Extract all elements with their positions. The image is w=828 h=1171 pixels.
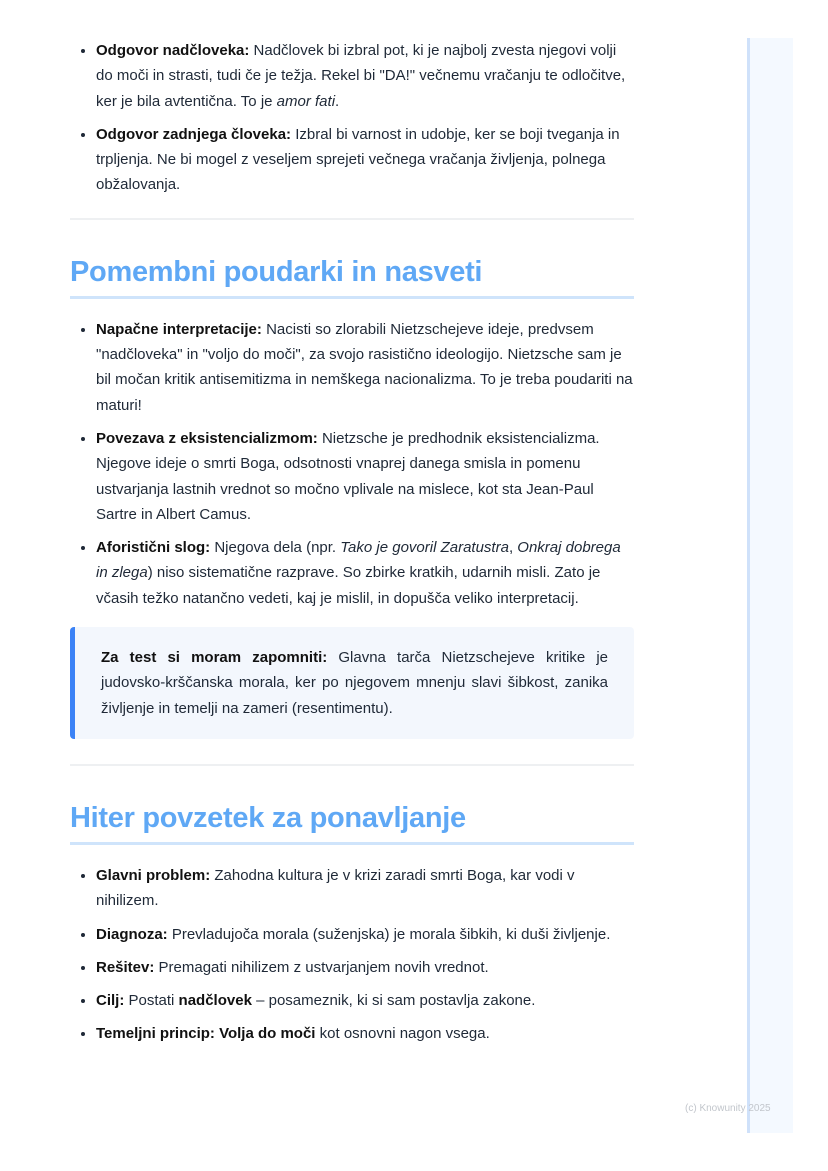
item-text: ) niso sistematične razprave. So zbirke … [96, 564, 601, 607]
item-text: Zahodna kultura je v krizi zaradi smrti … [96, 866, 575, 910]
item-text: Nietzsche je predhodnik eksistencializma… [96, 429, 600, 523]
item-term: Aforistični slog: [96, 539, 211, 557]
item-term: Glavni problem: [96, 866, 211, 884]
list-item: Glavni problem: Zahodna kultura je v kri… [96, 863, 634, 914]
item-term: Odgovor nadčloveka: [96, 42, 250, 59]
item-term: Cilj: [96, 992, 125, 1010]
item-italic: Tako je govoril Zaratustra [340, 539, 509, 557]
divider [70, 763, 634, 766]
intro-list: Odgovor nadčloveka: Nadčlovek bi izbral … [70, 38, 634, 198]
item-text: Nacisti so zlorabili Nietzschejeve ideje… [96, 320, 633, 414]
list-item: Aforistični slog: Njegova dela (npr. Tak… [96, 535, 634, 611]
document-content: Odgovor nadčloveka: Nadčlovek bi izbral … [70, 38, 634, 1055]
copyright-footer: (c) Knowunity 2025 [685, 1103, 771, 1114]
list-item: Rešitev: Premagati nihilizem z ustvarjan… [96, 955, 634, 980]
item-text: , [508, 539, 518, 557]
divider [70, 217, 634, 220]
callout-box: Za test si moram zapomniti: Glavna tarča… [70, 627, 634, 739]
item-text: Prevladujoča morala (suženjska) je moral… [167, 925, 611, 943]
item-italic: Onkraj dobrega in zlega [96, 539, 621, 582]
item-italic: amor fati [276, 92, 336, 110]
tips-list: Napačne interpretacije: Nacisti so zlora… [70, 317, 634, 611]
section-heading: Pomembni poudarki in nasveti [70, 254, 634, 299]
item-text: Izbral bi varnost in udobje, ker se boji… [96, 125, 620, 194]
list-item: Povezava z eksistencializmom: Nietzsche … [96, 426, 634, 527]
item-text: Njegova dela (npr. [210, 539, 341, 557]
list-item: Odgovor zadnjega človeka: Izbral bi varn… [96, 122, 634, 198]
item-term: Diagnoza: [96, 925, 168, 943]
item-text: kot osnovni nagon vsega. [315, 1025, 490, 1043]
item-text: – posameznik, ki si sam postavlja zakone… [251, 992, 536, 1010]
item-term: nadčlovek [178, 992, 252, 1010]
item-term: Napačne interpretacije: [96, 320, 262, 338]
callout-text: Glavna tarča Nietzschejeve kritike je ju… [101, 649, 608, 717]
item-term: Povezava z eksistencializmom: [96, 429, 318, 447]
callout-term: Za test si moram zapomniti: [101, 649, 328, 667]
list-item: Cilj: Postati nadčlovek – posameznik, ki… [96, 988, 634, 1013]
section-heading: Hiter povzetek za ponavljanje [70, 800, 634, 845]
list-item: Temeljni princip: Volja do moči kot osno… [96, 1021, 634, 1046]
item-term: Temeljni princip: Volja do moči [96, 1025, 316, 1043]
list-item: Napačne interpretacije: Nacisti so zlora… [96, 317, 634, 418]
item-term: Odgovor zadnjega človeka: [96, 125, 292, 143]
item-text: Nadčlovek bi izbral pot, ki je najbolj z… [96, 42, 626, 110]
side-panel [747, 38, 793, 1133]
item-term: Rešitev: [96, 958, 155, 976]
list-item: Diagnoza: Prevladujoča morala (suženjska… [96, 922, 634, 947]
item-text: . [335, 92, 340, 110]
summary-list: Glavni problem: Zahodna kultura je v kri… [70, 863, 634, 1047]
item-text: Postati [124, 992, 179, 1010]
item-text: Premagati nihilizem z ustvarjanjem novih… [154, 958, 489, 976]
list-item: Odgovor nadčloveka: Nadčlovek bi izbral … [96, 38, 634, 114]
